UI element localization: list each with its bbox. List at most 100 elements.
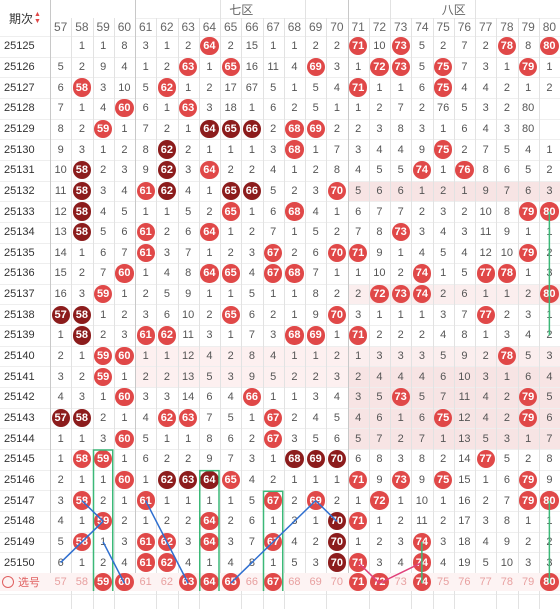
number-cell[interactable]: 57 xyxy=(50,408,71,429)
number-cell[interactable]: 2 xyxy=(241,428,262,449)
number-cell[interactable]: 8 xyxy=(241,346,262,367)
number-cell[interactable]: 3 xyxy=(475,57,496,78)
number-cell[interactable]: 63 xyxy=(178,98,199,119)
number-cell[interactable]: 3 xyxy=(305,181,326,202)
number-cell[interactable]: 58 xyxy=(71,490,92,511)
number-cell[interactable]: 9 xyxy=(135,160,156,181)
footer-number-cell[interactable]: 58 xyxy=(71,573,92,591)
number-cell[interactable]: 3 xyxy=(50,366,71,387)
number-cell[interactable]: 4 xyxy=(284,532,305,553)
number-cell[interactable]: 4 xyxy=(263,346,284,367)
number-cell[interactable]: 58 xyxy=(71,449,92,470)
number-cell[interactable]: 1 xyxy=(305,139,326,160)
number-cell[interactable]: 71 xyxy=(348,77,369,98)
number-cell[interactable]: 10 xyxy=(114,77,135,98)
number-cell[interactable]: 2 xyxy=(114,511,135,532)
number-cell[interactable]: 62 xyxy=(156,77,177,98)
number-cell[interactable]: 5 xyxy=(433,346,454,367)
number-cell[interactable]: 11 xyxy=(411,511,432,532)
number-cell[interactable]: 71 xyxy=(348,470,369,491)
number-cell[interactable]: 3 xyxy=(326,366,347,387)
number-cell[interactable]: 63 xyxy=(178,408,199,429)
number-cell[interactable]: 69 xyxy=(305,490,326,511)
number-cell[interactable]: 6 xyxy=(135,449,156,470)
number-cell[interactable]: 2 xyxy=(178,139,199,160)
number-cell[interactable]: 5 xyxy=(305,222,326,243)
number-cell[interactable]: 79 xyxy=(518,408,539,429)
number-cell[interactable]: 8 xyxy=(496,201,517,222)
number-cell[interactable]: 10 xyxy=(178,304,199,325)
number-cell[interactable]: 1 xyxy=(284,470,305,491)
number-cell[interactable]: 7 xyxy=(539,428,560,449)
number-cell[interactable]: 7 xyxy=(241,532,262,553)
number-cell[interactable]: 1 xyxy=(93,139,114,160)
number-cell[interactable]: 1 xyxy=(241,408,262,429)
number-cell[interactable]: 1 xyxy=(518,511,539,532)
selected-number-ball[interactable]: 64 xyxy=(200,573,218,591)
number-cell[interactable]: 7 xyxy=(475,139,496,160)
number-cell[interactable]: 3 xyxy=(411,346,432,367)
number-cell[interactable]: 6 xyxy=(156,304,177,325)
number-cell[interactable]: 5 xyxy=(326,408,347,429)
footer-number-cell[interactable]: 64 xyxy=(199,573,220,591)
number-cell[interactable]: 1 xyxy=(199,181,220,202)
number-cell[interactable]: 1 xyxy=(496,284,517,305)
number-cell[interactable]: 2 xyxy=(348,284,369,305)
number-cell[interactable]: 62 xyxy=(156,552,177,573)
number-cell[interactable]: 61 xyxy=(135,181,156,202)
number-cell[interactable]: 1 xyxy=(50,325,71,346)
number-cell[interactable]: 8 xyxy=(135,139,156,160)
footer-number-cell[interactable]: 67 xyxy=(263,573,284,591)
number-cell[interactable]: 5 xyxy=(411,36,432,57)
number-cell[interactable]: 1 xyxy=(114,408,135,429)
number-cell[interactable]: 2 xyxy=(135,366,156,387)
number-cell[interactable]: 67 xyxy=(263,243,284,264)
number-cell[interactable]: 1 xyxy=(199,243,220,264)
number-cell[interactable]: 4 xyxy=(93,98,114,119)
number-cell[interactable]: 1 xyxy=(496,366,517,387)
number-cell[interactable]: 69 xyxy=(305,449,326,470)
number-cell[interactable]: 3 xyxy=(50,490,71,511)
number-cell[interactable]: 2 xyxy=(433,284,454,305)
number-cell[interactable]: 2 xyxy=(305,532,326,553)
number-cell[interactable]: 1 xyxy=(71,552,92,573)
number-cell[interactable]: 3 xyxy=(518,552,539,573)
number-cell[interactable]: 3 xyxy=(369,346,390,367)
number-cell[interactable]: 1 xyxy=(326,98,347,119)
number-cell[interactable]: 2 xyxy=(93,325,114,346)
number-cell[interactable]: 3 xyxy=(475,98,496,119)
number-cell[interactable]: 1 xyxy=(220,325,241,346)
number-cell[interactable]: 19 xyxy=(454,552,475,573)
number-cell[interactable]: 4 xyxy=(475,119,496,140)
number-cell[interactable]: 1 xyxy=(156,36,177,57)
number-cell[interactable]: 2 xyxy=(496,304,517,325)
number-cell[interactable]: 12 xyxy=(50,201,71,222)
number-cell[interactable]: 3 xyxy=(114,532,135,553)
selected-number-ball[interactable]: 80 xyxy=(540,573,558,591)
number-cell[interactable]: 8 xyxy=(454,325,475,346)
number-cell[interactable]: 2 xyxy=(178,511,199,532)
number-cell[interactable]: 4 xyxy=(390,366,411,387)
number-cell[interactable]: 2 xyxy=(475,346,496,367)
number-cell[interactable]: 68 xyxy=(284,325,305,346)
number-cell[interactable]: 3 xyxy=(348,304,369,325)
number-cell[interactable]: 4 xyxy=(326,387,347,408)
number-cell[interactable]: 3 xyxy=(390,346,411,367)
number-cell[interactable]: 2 xyxy=(71,366,92,387)
number-cell[interactable]: 3 xyxy=(390,449,411,470)
number-cell[interactable]: 15 xyxy=(454,470,475,491)
number-cell[interactable]: 4 xyxy=(305,201,326,222)
number-cell[interactable]: 5 xyxy=(475,552,496,573)
number-cell[interactable]: 73 xyxy=(390,387,411,408)
number-cell[interactable]: 1 xyxy=(433,119,454,140)
number-cell[interactable]: 2 xyxy=(241,222,262,243)
number-cell[interactable]: 78 xyxy=(496,346,517,367)
number-cell[interactable]: 2 xyxy=(114,139,135,160)
number-cell[interactable]: 1 xyxy=(135,470,156,491)
number-cell[interactable]: 58 xyxy=(71,304,92,325)
number-cell[interactable]: 4 xyxy=(220,387,241,408)
number-cell[interactable]: 77 xyxy=(475,304,496,325)
number-cell[interactable]: 7 xyxy=(433,387,454,408)
number-cell[interactable]: 2 xyxy=(539,325,560,346)
number-cell[interactable]: 2 xyxy=(518,284,539,305)
